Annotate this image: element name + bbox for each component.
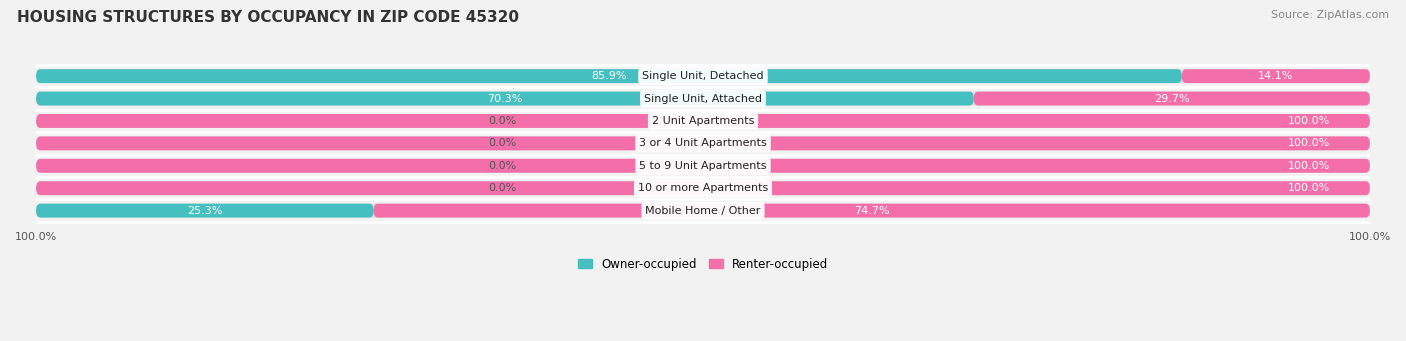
FancyBboxPatch shape — [37, 92, 974, 105]
Text: Mobile Home / Other: Mobile Home / Other — [645, 206, 761, 216]
FancyBboxPatch shape — [37, 204, 1369, 218]
Text: Source: ZipAtlas.com: Source: ZipAtlas.com — [1271, 10, 1389, 20]
FancyBboxPatch shape — [974, 92, 1369, 105]
FancyBboxPatch shape — [0, 159, 37, 173]
FancyBboxPatch shape — [37, 159, 1369, 173]
FancyBboxPatch shape — [37, 159, 1369, 173]
FancyBboxPatch shape — [37, 136, 1369, 150]
Text: 0.0%: 0.0% — [488, 183, 516, 193]
Text: 100.0%: 100.0% — [1288, 116, 1330, 126]
Text: 29.7%: 29.7% — [1154, 93, 1189, 104]
FancyBboxPatch shape — [37, 69, 1369, 83]
Text: 0.0%: 0.0% — [488, 138, 516, 148]
FancyBboxPatch shape — [37, 114, 1369, 128]
Text: 0.0%: 0.0% — [488, 116, 516, 126]
FancyBboxPatch shape — [37, 181, 1369, 195]
Text: 70.3%: 70.3% — [488, 93, 523, 104]
Text: 100.0%: 100.0% — [1288, 161, 1330, 171]
Text: 2 Unit Apartments: 2 Unit Apartments — [652, 116, 754, 126]
FancyBboxPatch shape — [37, 181, 1369, 195]
FancyBboxPatch shape — [0, 181, 37, 195]
Text: 14.1%: 14.1% — [1258, 71, 1294, 81]
FancyBboxPatch shape — [37, 114, 1369, 128]
FancyBboxPatch shape — [1182, 69, 1369, 83]
Text: HOUSING STRUCTURES BY OCCUPANCY IN ZIP CODE 45320: HOUSING STRUCTURES BY OCCUPANCY IN ZIP C… — [17, 10, 519, 25]
Text: 0.0%: 0.0% — [488, 161, 516, 171]
Text: 85.9%: 85.9% — [591, 71, 627, 81]
Text: Single Unit, Attached: Single Unit, Attached — [644, 93, 762, 104]
Text: 3 or 4 Unit Apartments: 3 or 4 Unit Apartments — [640, 138, 766, 148]
FancyBboxPatch shape — [374, 204, 1369, 218]
Text: 100.0%: 100.0% — [1288, 183, 1330, 193]
Text: 25.3%: 25.3% — [187, 206, 222, 216]
FancyBboxPatch shape — [0, 136, 37, 150]
Text: 10 or more Apartments: 10 or more Apartments — [638, 183, 768, 193]
FancyBboxPatch shape — [0, 114, 37, 128]
Text: 5 to 9 Unit Apartments: 5 to 9 Unit Apartments — [640, 161, 766, 171]
FancyBboxPatch shape — [37, 136, 1369, 150]
Text: 100.0%: 100.0% — [1288, 138, 1330, 148]
Text: Single Unit, Detached: Single Unit, Detached — [643, 71, 763, 81]
Legend: Owner-occupied, Renter-occupied: Owner-occupied, Renter-occupied — [572, 253, 834, 275]
Text: 74.7%: 74.7% — [853, 206, 890, 216]
FancyBboxPatch shape — [37, 92, 1369, 105]
FancyBboxPatch shape — [37, 69, 1182, 83]
FancyBboxPatch shape — [37, 204, 374, 218]
